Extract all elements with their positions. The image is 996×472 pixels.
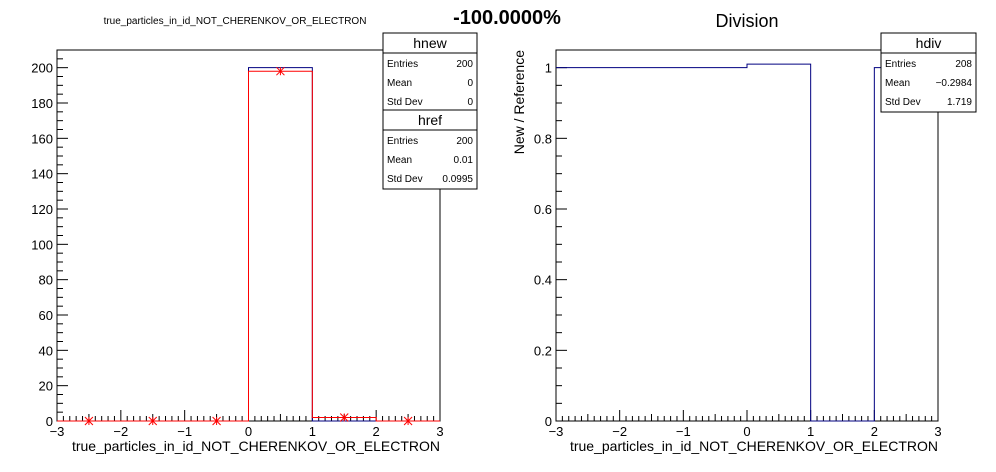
stats-value: −0.2984 (936, 78, 973, 89)
stats-label: Std Dev (387, 97, 423, 108)
stats-value: 0.0995 (442, 174, 473, 185)
x-tick-label: 2 (373, 424, 380, 439)
y-tick-label: 140 (31, 167, 53, 182)
x-tick-label: 0 (743, 424, 750, 439)
stats-value: 0.01 (454, 155, 474, 166)
y-tick-label: 200 (31, 61, 53, 76)
x-tick-label: −1 (676, 424, 691, 439)
right-plot: −3 −2 −1 0 1 2 3true_particles_in_id_NOT_CHERE… (511, 32, 977, 454)
histogram-hdiv (556, 63, 938, 422)
stats-value: 200 (456, 136, 473, 147)
y-tick-label: 40 (39, 343, 53, 358)
stats-box (382, 32, 478, 113)
stats-box (382, 109, 478, 190)
x-tick-label: −1 (177, 424, 192, 439)
x-axis-label: true_particles_in_id_NOT_CHERENKOV_OR_EL… (72, 438, 440, 454)
x-tick-label: 1 (309, 424, 316, 439)
y-tick-label: 0.4 (534, 273, 552, 288)
stats-value: 0 (467, 78, 473, 89)
y-tick-label: 100 (31, 237, 53, 252)
left-plot: −3 −2 −1 0 1 2 3true_particles_in_id_NOT_CHERE… (31, 32, 478, 454)
x-tick-label: 0 (245, 424, 252, 439)
stats-label: Std Dev (387, 174, 423, 185)
stats-value: 208 (955, 59, 972, 70)
y-tick-label: 0.2 (534, 343, 552, 358)
stats-box (880, 32, 977, 113)
x-tick-label: 3 (436, 424, 443, 439)
stats-label: Mean (387, 78, 412, 89)
x-tick-label: 3 (934, 424, 941, 439)
stats-value: 0 (467, 97, 473, 108)
y-tick-label: 20 (39, 379, 53, 394)
stats-label: Entries (885, 59, 916, 70)
x-tick-label: −3 (50, 424, 65, 439)
y-tick-label: 80 (39, 273, 53, 288)
x-axis-label: true_particles_in_id_NOT_CHERENKOV_OR_EL… (570, 438, 938, 454)
difference-percentage: -100.0000% (453, 7, 561, 29)
y-axis-label: New / Reference (511, 50, 527, 154)
x-tick-label: −2 (612, 424, 627, 439)
x-tick-label: 1 (807, 424, 814, 439)
y-tick-label: 60 (39, 308, 53, 323)
left-plot-title: true_particles_in_id_NOT_CHERENKOV_OR_EL… (104, 16, 367, 27)
stats-value: 1.719 (947, 97, 972, 108)
y-tick-label: 160 (31, 131, 53, 146)
x-tick-label: 2 (871, 424, 878, 439)
y-tick-label: 0 (545, 414, 552, 429)
stats-label: Entries (387, 136, 418, 147)
stats-label: Std Dev (885, 97, 921, 108)
stats-title: hnew (413, 35, 447, 51)
y-tick-label: 0.6 (534, 202, 552, 217)
stats-title: hdiv (916, 35, 942, 51)
y-tick-label: 0 (46, 414, 53, 429)
y-tick-label: 120 (31, 202, 53, 217)
stats-title: href (418, 112, 442, 128)
stats-label: Mean (885, 78, 910, 89)
x-tick-label: −3 (549, 424, 564, 439)
y-tick-label: 0.8 (534, 131, 552, 146)
stats-label: Mean (387, 155, 412, 166)
stats-value: 200 (456, 59, 473, 70)
x-tick-label: −2 (113, 424, 128, 439)
stats-label: Entries (387, 59, 418, 70)
right-plot-title: Division (715, 11, 778, 31)
y-tick-label: 180 (31, 96, 53, 111)
y-tick-label: 1 (545, 61, 552, 76)
